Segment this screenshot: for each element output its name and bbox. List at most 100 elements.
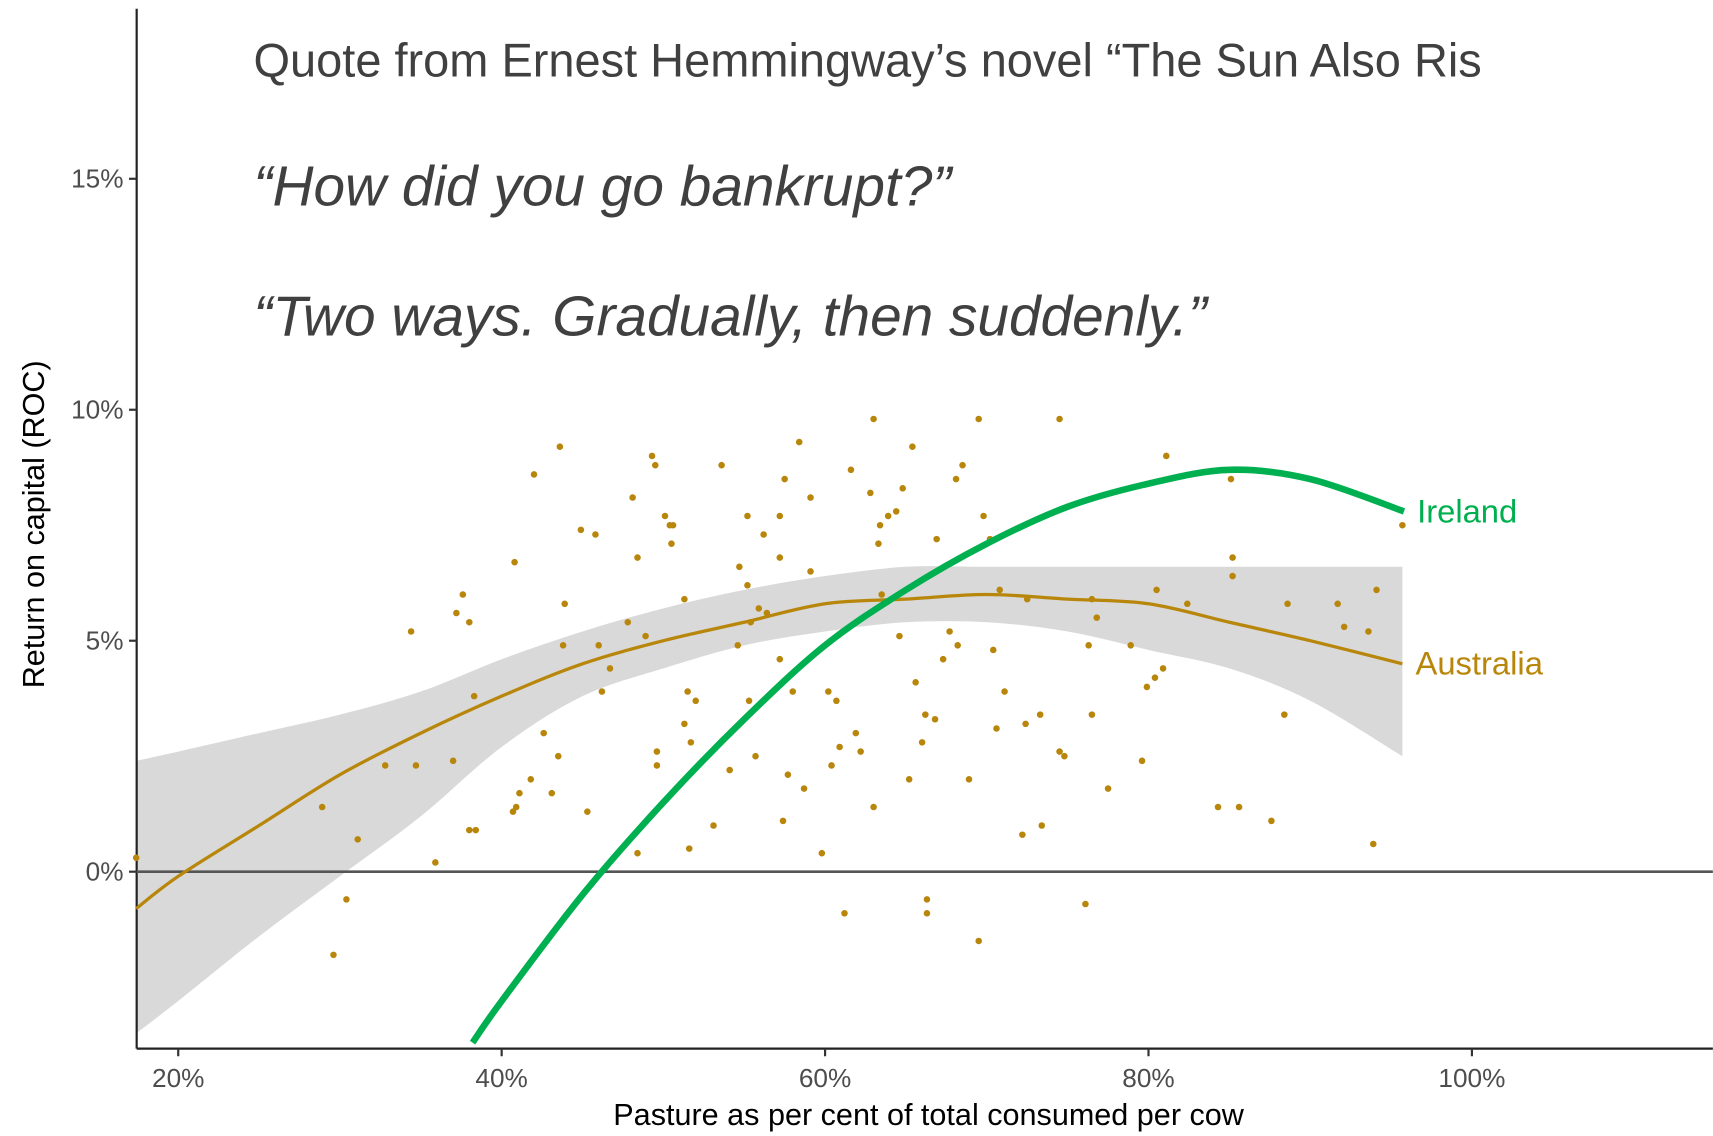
data-point [1056,748,1063,755]
data-point [343,896,350,903]
data-point [669,521,677,529]
data-point [1229,554,1236,561]
data-point [912,679,919,686]
data-point [933,535,940,543]
data-point [548,789,556,797]
data-point [760,531,767,538]
data-point [595,642,602,649]
data-point [692,697,699,705]
data-point [975,415,982,423]
data-point [875,540,882,547]
data-point [642,632,649,640]
data-point [996,586,1003,594]
data-point [776,655,784,663]
data-point [453,609,460,617]
data-point [681,720,688,728]
data-point [634,849,641,857]
data-point [922,711,929,718]
data-point [752,752,759,760]
data-point [1281,711,1288,718]
series-label: Ireland [1417,492,1517,529]
data-point [1085,642,1092,649]
data-point [828,762,835,769]
data-point [825,688,832,695]
data-point [905,776,913,783]
data-point [470,692,478,700]
fit-line [135,592,1403,910]
y-tick-label: 15% [71,164,123,194]
data-point [132,854,140,862]
data-point [687,739,695,746]
data-point [1038,822,1046,829]
data-point [1088,711,1096,718]
data-point [624,618,632,626]
data-point [954,642,961,649]
data-point [432,859,439,866]
data-point [606,665,614,672]
data-point [795,438,803,446]
data-point [1093,614,1101,621]
x-tick-label: 20% [152,1063,204,1093]
data-point [381,762,389,769]
data-point [1056,415,1063,423]
data-point [511,558,518,566]
data-point [841,909,848,917]
data-point [989,646,997,654]
data-point [1227,475,1235,483]
data-point [1019,831,1026,839]
data-point [652,461,659,469]
data-point [870,803,877,811]
data-point [512,803,520,811]
data-point [516,789,523,797]
annotation: “Two ways. Gradually, then suddenly.” [254,285,1210,348]
data-point [923,909,931,917]
data-point [1369,840,1377,848]
data-point [734,642,742,649]
data-point [836,743,843,751]
data-point [661,512,669,520]
data-point [710,822,717,829]
data-point [561,600,568,608]
confidence-band [136,566,1403,1034]
data-point [878,591,885,598]
data-point [896,632,903,640]
data-point [736,563,743,571]
data-point [876,521,884,529]
data-point [818,849,826,857]
data-point [466,826,473,834]
data-point [509,808,517,815]
data-point [776,554,784,561]
data-point [684,688,691,695]
data-point [1184,600,1191,608]
data-point [789,688,797,695]
data-point [946,628,953,635]
y-axis-label: Return on capital (ROC) [17,360,51,688]
data-point [923,896,931,903]
data-point [776,512,784,520]
data-point [1151,674,1159,681]
data-point [598,688,606,695]
data-point [852,729,860,737]
data-point [412,762,420,769]
data-point [629,494,636,501]
y-tick-label: 0% [86,856,124,886]
data-point [892,508,900,515]
data-point [1373,586,1380,594]
x-tick-label: 100% [1438,1063,1505,1093]
data-point [681,595,688,603]
data-point [1399,521,1406,529]
x-tick-label: 80% [1122,1063,1174,1093]
data-point [884,512,892,520]
data-point [1153,586,1160,594]
data-point [592,531,599,538]
data-point [653,762,661,769]
data-point [540,729,547,737]
data-point [718,461,725,469]
data-point [584,808,591,815]
data-point [530,471,538,478]
data-point [668,540,675,547]
data-point [1138,757,1146,765]
data-point [1340,623,1348,631]
